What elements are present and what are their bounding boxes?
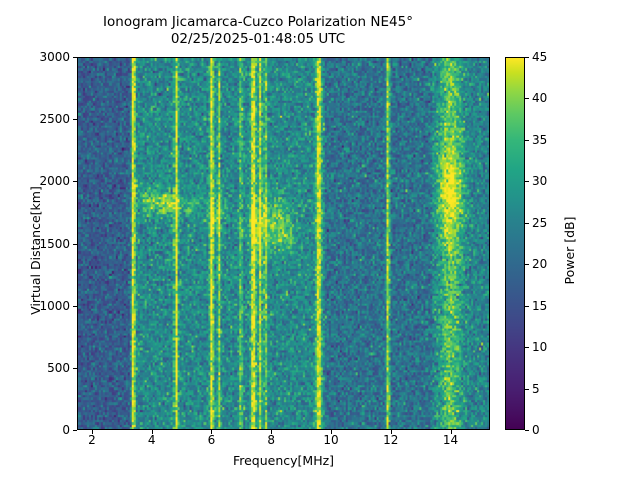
x-tick-label: 10 — [323, 433, 339, 447]
y-tick-mark — [73, 57, 77, 58]
y-tick-mark — [73, 181, 77, 183]
colorbar-tick-mark — [525, 347, 529, 349]
y-tick-label: 2500 — [39, 112, 70, 127]
x-axis-label: Frequency[MHz] — [232, 453, 335, 468]
colorbar-tick-mark — [525, 98, 529, 100]
colorbar-tick-mark — [525, 430, 529, 431]
ionogram-heatmap-canvas — [78, 58, 489, 429]
colorbar-tick-label: 5 — [532, 381, 540, 396]
chart-title: Ionogram Jicamarca-Cuzco Polarization NE… — [0, 14, 516, 48]
colorbar-tick-label: 20 — [532, 257, 548, 272]
ionogram-plot-area — [77, 57, 490, 430]
colorbar-tick-label: 10 — [532, 340, 548, 355]
colorbar-tick-label: 40 — [532, 91, 548, 106]
y-tick-mark — [73, 119, 77, 121]
colorbar-tick-mark — [525, 139, 529, 141]
colorbar-tick-mark — [525, 57, 529, 58]
colorbar-tick-mark — [525, 181, 529, 183]
x-tick-label: 4 — [147, 433, 156, 447]
colorbar-tick-mark — [525, 264, 529, 266]
x-tick-label: 8 — [267, 433, 276, 447]
chart-title-line-2: 02/25/2025-01:48:05 UTC — [170, 31, 346, 47]
y-tick-mark — [73, 430, 77, 431]
colorbar-tick-label: 35 — [532, 132, 548, 147]
x-tick-label: 12 — [383, 433, 399, 447]
x-tick-mark — [211, 430, 213, 434]
colorbar — [505, 57, 525, 430]
x-tick-mark — [450, 430, 452, 434]
chart-title-line-1: Ionogram Jicamarca-Cuzco Polarization NE… — [103, 14, 413, 30]
x-tick-mark — [271, 430, 273, 434]
y-tick-mark — [73, 305, 77, 307]
y-tick-mark — [73, 243, 77, 245]
colorbar-tick-mark — [525, 305, 529, 307]
colorbar-tick-mark — [525, 388, 529, 390]
y-tick-label: 3000 — [39, 50, 70, 64]
x-tick-mark — [91, 430, 93, 434]
colorbar-tick-label: 15 — [532, 298, 548, 313]
x-tick-label: 2 — [88, 433, 96, 447]
y-tick-label: 1500 — [39, 236, 70, 251]
x-tick-mark — [390, 430, 392, 434]
x-tick-label: 14 — [442, 433, 459, 447]
colorbar-label: Power [dB] — [562, 216, 577, 285]
y-tick-label: 0 — [62, 423, 70, 437]
x-tick-label: 6 — [207, 433, 216, 447]
y-tick-label: 2000 — [39, 174, 70, 189]
y-tick-label: 500 — [47, 360, 70, 375]
y-tick-mark — [73, 367, 77, 369]
colorbar-tick-label: 25 — [532, 215, 548, 230]
colorbar-tick-label: 45 — [532, 50, 548, 64]
colorbar-tick-mark — [525, 222, 529, 224]
x-tick-mark — [151, 430, 153, 434]
colorbar-tick-label: 0 — [532, 423, 540, 437]
x-tick-mark — [331, 430, 333, 434]
y-tick-label: 1000 — [39, 298, 70, 313]
colorbar-tick-label: 30 — [532, 174, 548, 189]
